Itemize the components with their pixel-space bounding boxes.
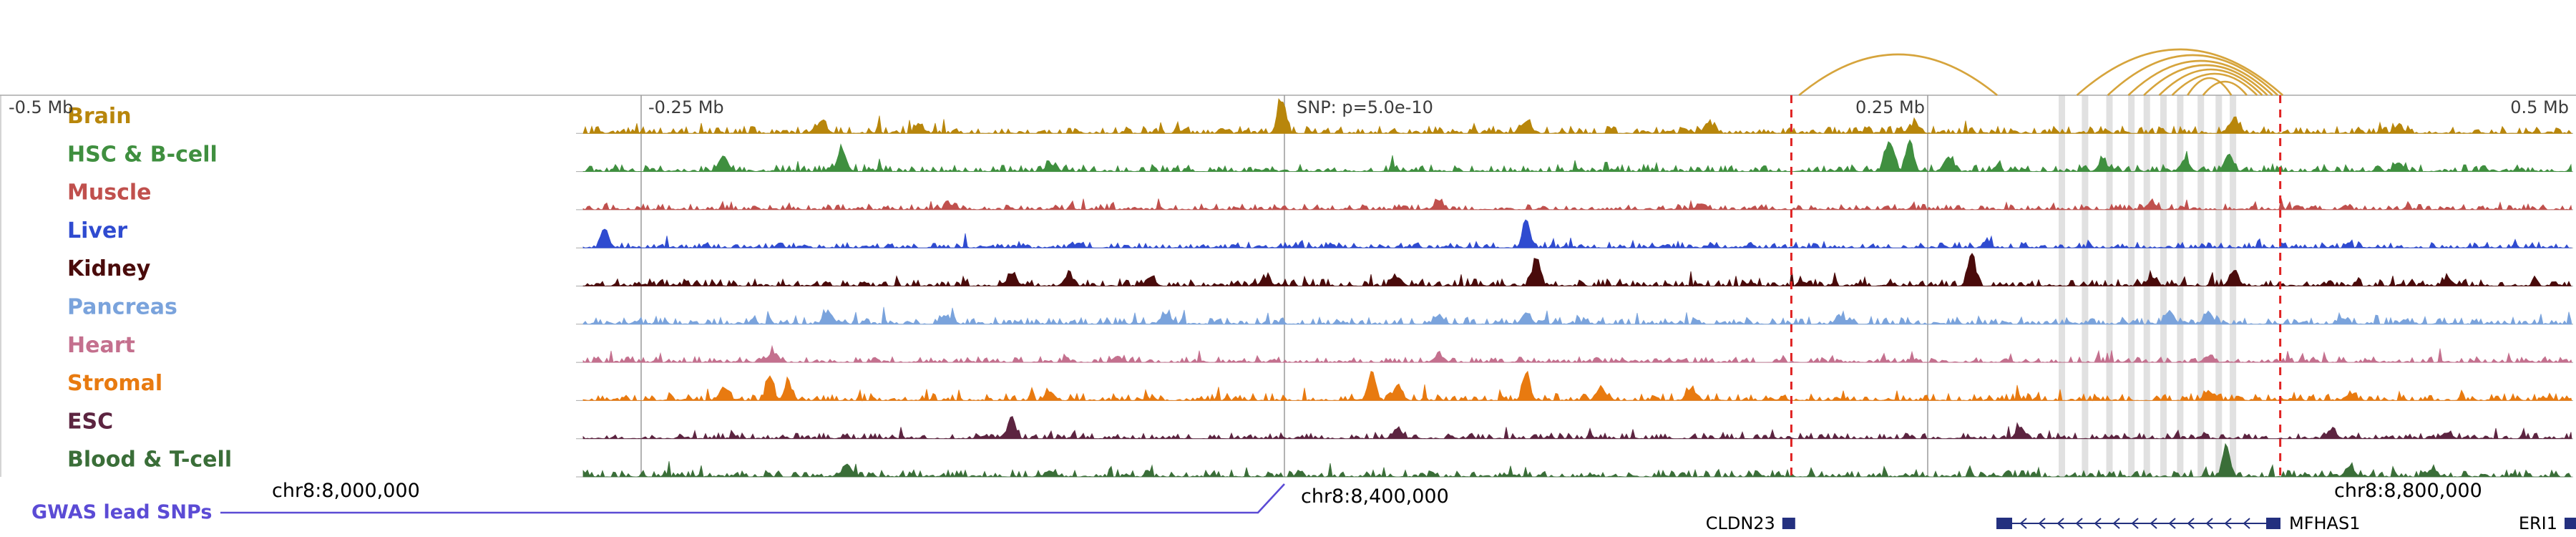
interaction-arc bbox=[2187, 77, 2233, 96]
interaction-arc bbox=[2127, 59, 2273, 96]
track-signal-heart bbox=[582, 344, 2572, 364]
gene-strand-arrow bbox=[2075, 518, 2083, 529]
axis-label: chr8:8,400,000 bbox=[1301, 485, 1449, 508]
gene-strand-arrow bbox=[2057, 518, 2064, 529]
interaction-arc bbox=[2143, 64, 2268, 96]
track-signal-hsc-b-cell bbox=[582, 139, 2572, 173]
track-label-stromal: Stromal bbox=[67, 371, 162, 396]
gwas-label: GWAS lead SNPs bbox=[31, 501, 212, 523]
track-label-muscle: Muscle bbox=[67, 180, 151, 205]
track-signal-stromal bbox=[582, 370, 2572, 402]
interaction-arcs bbox=[1798, 48, 2284, 97]
track-signal-kidney bbox=[582, 253, 2572, 288]
track-labels: Brain HSC & B-cell Muscle Liver Kidney Pancre… bbox=[67, 104, 232, 473]
track-label-esc: ESC bbox=[67, 409, 113, 434]
gene-annotations: CLDN23 MFHAS1 ERI1 bbox=[1706, 513, 2576, 533]
gene-exon bbox=[2266, 518, 2281, 529]
gene-label-cldn23: CLDN23 bbox=[1706, 513, 1775, 533]
interaction-arc bbox=[2171, 72, 2258, 96]
gene-strand-arrow bbox=[2187, 518, 2195, 529]
track-signal-brain bbox=[582, 97, 2573, 135]
track-signal-esc bbox=[582, 415, 2572, 440]
axis-label: chr8:8,800,000 bbox=[2334, 480, 2482, 502]
track-signal-liver bbox=[582, 219, 2572, 249]
axis-labels: chr8:8,000,000 chr8:8,400,000 chr8:8,800,0… bbox=[272, 480, 2482, 508]
gene-exon bbox=[1782, 518, 1795, 529]
scale-labels: -0.5 Mb -0.25 Mb SNP: p=5.0e-10 0.25 Mb 0.5 … bbox=[9, 97, 2569, 117]
track-label-pancreas: Pancreas bbox=[67, 295, 177, 320]
interaction-arc bbox=[2202, 80, 2248, 96]
track-signal-muscle bbox=[582, 198, 2572, 211]
scale-label: SNP: p=5.0e-10 bbox=[1297, 97, 1433, 117]
gene-strand-arrow bbox=[2019, 518, 2027, 529]
gene-strand-arrow bbox=[2094, 518, 2102, 529]
gwas-line bbox=[220, 483, 1285, 514]
interaction-arc bbox=[2158, 68, 2263, 96]
track-label-heart: Heart bbox=[67, 333, 135, 358]
gene-strand-arrow bbox=[2112, 518, 2120, 529]
track-label-kidney: Kidney bbox=[67, 256, 151, 281]
gene-exon bbox=[2565, 518, 2576, 529]
gene-strand-arrow bbox=[2224, 518, 2232, 529]
gene-strand-arrow bbox=[2205, 518, 2213, 529]
gene-label-mfhas1: MFHAS1 bbox=[2289, 513, 2360, 533]
gene-strand-arrow bbox=[2243, 518, 2250, 529]
track-label-liver: Liver bbox=[67, 218, 127, 243]
track-label-hsc-b-cell: HSC & B-cell bbox=[67, 142, 218, 167]
interaction-arc bbox=[2107, 54, 2278, 96]
track-signal-blood-t-cell bbox=[582, 442, 2572, 478]
scale-label: 0.25 Mb bbox=[1855, 97, 1925, 117]
gwas-track: GWAS lead SNPs bbox=[31, 483, 1285, 523]
interaction-arc bbox=[2076, 48, 2284, 96]
gene-strand-arrow bbox=[2131, 518, 2139, 529]
gene-label-eri1: ERI1 bbox=[2519, 513, 2557, 533]
gene-exon bbox=[1996, 518, 2013, 529]
track-label-brain: Brain bbox=[67, 104, 132, 129]
track-signal-pancreas bbox=[582, 306, 2572, 326]
track-signals bbox=[582, 97, 2573, 478]
gene-strand-arrow bbox=[2150, 518, 2157, 529]
track-label-blood-t-cell: Blood & T-cell bbox=[67, 448, 232, 473]
scale-label: 0.5 Mb bbox=[2510, 97, 2569, 117]
gene-strand-arrow bbox=[2168, 518, 2176, 529]
scale-label: -0.25 Mb bbox=[648, 97, 724, 117]
red-dashed-lines bbox=[1790, 95, 2282, 477]
interaction-arc bbox=[1798, 53, 1998, 97]
scale-label: -0.5 Mb bbox=[9, 97, 73, 117]
gene-strand-arrow bbox=[2038, 518, 2046, 529]
axis-label: chr8:8,000,000 bbox=[272, 480, 420, 502]
